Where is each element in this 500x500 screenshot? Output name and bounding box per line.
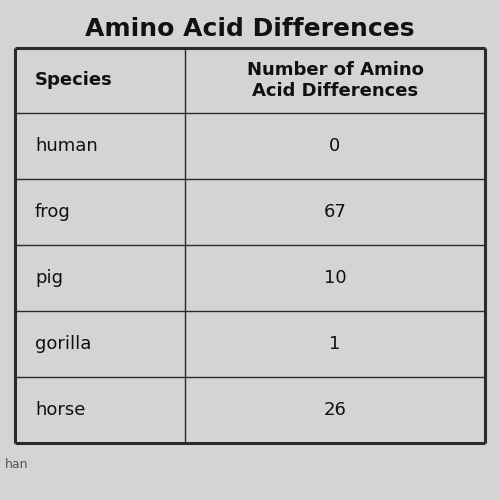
Text: Number of Amino
Acid Differences: Number of Amino Acid Differences — [246, 61, 424, 100]
Text: 67: 67 — [324, 203, 346, 221]
Text: 26: 26 — [324, 400, 346, 418]
Text: gorilla: gorilla — [35, 335, 92, 353]
Text: 0: 0 — [330, 137, 340, 155]
Text: pig: pig — [35, 269, 63, 287]
Text: 10: 10 — [324, 269, 346, 287]
Text: 1: 1 — [330, 335, 340, 353]
Text: frog: frog — [35, 203, 71, 221]
Text: human: human — [35, 137, 98, 155]
Text: Species: Species — [35, 72, 113, 90]
Text: han: han — [5, 458, 28, 471]
Text: horse: horse — [35, 400, 86, 418]
Text: Amino Acid Differences: Amino Acid Differences — [85, 18, 415, 42]
